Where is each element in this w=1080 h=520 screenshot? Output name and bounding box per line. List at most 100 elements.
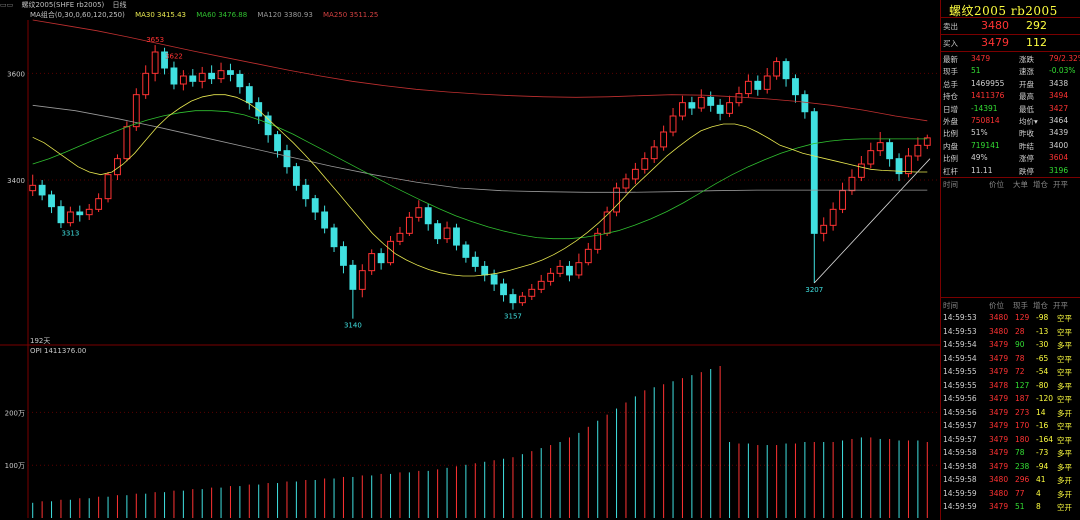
tick-price: 3480 <box>989 488 1009 498</box>
candle <box>829 202 837 231</box>
candle <box>471 251 479 272</box>
ma-group-label[interactable]: MA组合(0,30,0,60,120,250) <box>30 11 125 19</box>
candle <box>876 132 884 156</box>
candle <box>481 261 489 282</box>
candle-body <box>754 80 762 90</box>
tick-volume: 78 <box>1015 353 1025 363</box>
candle-body <box>650 146 658 160</box>
ma60-label: MA60 3476.88 <box>196 11 248 19</box>
candle-body <box>132 94 140 128</box>
period-selector[interactable]: 日线 <box>112 1 127 9</box>
candle-body <box>114 158 121 176</box>
ma250-line <box>32 19 928 122</box>
quote-label: 开盘 <box>1019 79 1034 89</box>
ma120-label: MA120 3380.93 <box>257 11 313 19</box>
quote-label: 涨跌 <box>1019 55 1034 64</box>
quote-value: 3479 <box>971 54 991 63</box>
tick-row: 14:59:54 3479 90 -30 多平 <box>941 340 1080 352</box>
candle-body <box>594 232 602 250</box>
candle <box>189 69 197 87</box>
candle <box>556 260 564 278</box>
ma-legend: MA组合(0,30,0,60,120,250) MA30 3415.43 MA6… <box>30 10 386 20</box>
bid-price: 3479 <box>981 36 1009 49</box>
tick-price: 3479 <box>989 367 1009 376</box>
opi-label: OPI 1411376.00 <box>30 347 86 355</box>
menu-icon[interactable]: ▭▭ <box>0 1 14 9</box>
candle <box>839 182 846 214</box>
candle-body <box>481 265 489 276</box>
tick-type: 空平 <box>1057 395 1072 404</box>
tick-oi-change: -94 <box>1036 461 1049 471</box>
tick-time: 14:59:54 <box>943 353 977 363</box>
tick-volume: 187 <box>1015 394 1030 403</box>
tick-time: 14:59:57 <box>943 434 977 444</box>
quote-value: 3438 <box>1049 78 1069 88</box>
ask-row[interactable]: 卖出 3480 292 <box>941 18 1080 34</box>
y-tick-label: 3400 <box>7 177 25 185</box>
trend-line <box>813 158 931 284</box>
candle <box>782 58 790 87</box>
candle <box>584 242 592 266</box>
candle-body <box>217 70 225 80</box>
tick-price: 3479 <box>989 434 1009 444</box>
bid-volume: 112 <box>1026 36 1047 49</box>
bid-row[interactable]: 买入 3479 112 <box>941 35 1080 51</box>
tick-oi-change: -30 <box>1036 340 1049 349</box>
column-header: 时间 <box>943 180 958 189</box>
candle-body <box>142 72 150 96</box>
instrument-title[interactable]: 螺纹2005(SHFE rb2005) <box>21 1 105 9</box>
tick-row: 14:59:56 3479 273 14 多开 <box>941 408 1080 420</box>
candle-body <box>208 72 216 80</box>
candle-body <box>547 272 555 282</box>
candle-body <box>613 187 620 213</box>
candle <box>613 182 620 217</box>
quote-panel: 螺纹2005 rb2005 卖出 3480 292 买入 3479 112 最新… <box>940 0 1080 520</box>
quote-label: 内盘 <box>943 141 958 151</box>
candle <box>274 130 281 158</box>
candle-body <box>264 115 272 136</box>
tick-price: 3479 <box>989 340 1009 349</box>
quote-row: 比例 49% 涨停 3604 <box>941 152 1080 165</box>
quote-label: 杠杆 <box>943 166 958 176</box>
candle <box>895 153 903 182</box>
ask-label: 卖出 <box>943 22 958 31</box>
candle-body <box>255 102 263 117</box>
candle <box>283 144 291 174</box>
tick-price: 3479 <box>989 448 1009 457</box>
ask-volume: 292 <box>1026 19 1047 32</box>
tick-row: 14:59:58 3479 78 -73 多平 <box>941 448 1080 460</box>
column-header: 增仓 <box>1033 301 1048 310</box>
quote-label: 速涨 <box>1019 67 1034 77</box>
quote-label: 持仓 <box>943 92 958 102</box>
kline-chart[interactable]: 3600 3400 192天 3653 3313 3140 3157 3622 3207 OP… <box>0 0 940 520</box>
column-header: 价位 <box>989 180 1004 189</box>
candle-body <box>179 75 187 85</box>
candle-body <box>518 295 526 304</box>
candle <box>292 162 300 191</box>
candle-body <box>697 96 705 109</box>
tick-time: 14:59:56 <box>943 394 977 403</box>
tick-type: 多平 <box>1057 341 1072 350</box>
candle-body <box>292 166 300 186</box>
candle-body <box>358 270 366 290</box>
candle-body <box>801 94 809 113</box>
tick-time: 14:59:56 <box>943 407 977 417</box>
candle <box>820 217 828 242</box>
candle <box>886 138 894 167</box>
tick-header: 时间 价位 现手 增仓 开平 <box>941 299 1080 311</box>
candle <box>443 221 451 243</box>
candle-body <box>688 102 696 109</box>
tick-type: 空开 <box>1057 503 1072 512</box>
extreme-price-label: 3653 <box>146 36 164 44</box>
candle-body <box>443 227 451 240</box>
candle-body <box>490 274 498 285</box>
quote-row: 内盘 719141 昨结 3400 <box>941 140 1080 153</box>
candle-body <box>773 61 781 77</box>
candle-body <box>161 51 168 69</box>
quote-row: 比例 51% 昨收 3439 <box>941 127 1080 140</box>
candle <box>631 162 639 185</box>
column-header: 增仓 <box>1033 180 1048 189</box>
quote-value: 51% <box>971 128 988 138</box>
quote-value: 51 <box>971 66 981 76</box>
quote-value: 11.11 <box>971 165 993 175</box>
